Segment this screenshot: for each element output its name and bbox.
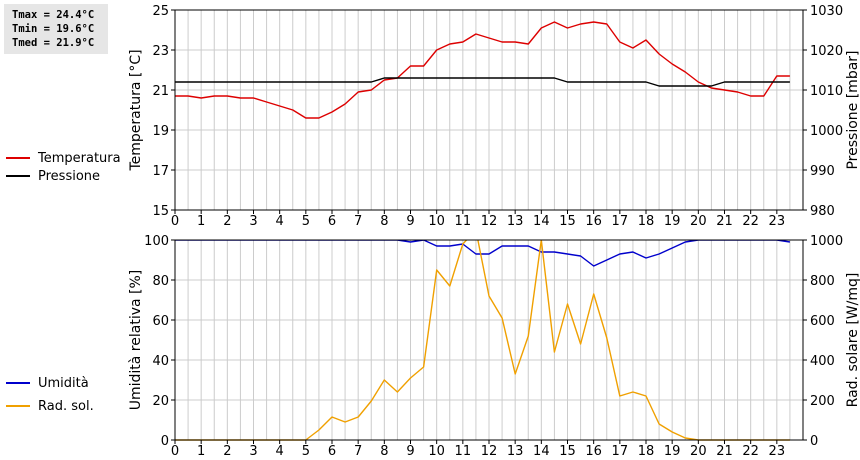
- panel-1-x-tick-label: 23: [769, 214, 786, 229]
- panel-1-x-tick-label: 7: [354, 214, 362, 229]
- panel-1-y2-tick-label: 980: [810, 204, 835, 219]
- panel-1-y-tick-label: 23: [152, 44, 169, 59]
- panel-2-x-tick-label: 1: [197, 444, 205, 459]
- panel-1-x-tick-label: 18: [638, 214, 655, 229]
- panel-2-x-tick-label: 6: [328, 444, 336, 459]
- panel-2-x-tick-label: 22: [742, 444, 759, 459]
- panel-2-y2-tick-label: 800: [810, 274, 835, 289]
- panel-2-x-tick-label: 20: [690, 444, 707, 459]
- panel-2-y2-tick-label: 400: [810, 354, 835, 369]
- panel-2-x-tick-label: 14: [533, 444, 550, 459]
- panel-2-x-tick-label: 10: [428, 444, 445, 459]
- series-line-rad-sol-: [175, 229, 790, 441]
- panel-2-x-tick-label: 21: [716, 444, 733, 459]
- panel-1-x-tick-label: 9: [406, 214, 414, 229]
- stats-box: Tmax = 24.4°C Tmin = 19.6°C Tmed = 21.9°…: [4, 4, 108, 54]
- panel-2-y2-tick-label: 0: [810, 434, 818, 449]
- panel-1-x-tick-label: 17: [612, 214, 629, 229]
- tmed-text: Tmed = 21.9°C: [12, 37, 95, 49]
- panel-1-x-tick-label: 16: [585, 214, 602, 229]
- panel-2-x-tick-label: 23: [769, 444, 786, 459]
- panel-1-x-tick-label: 12: [481, 214, 498, 229]
- panel-1-x-tick-label: 10: [428, 214, 445, 229]
- panel-1-x-tick-label: 5: [302, 214, 310, 229]
- panel-1-x-tick-label: 8: [380, 214, 388, 229]
- panel-2-x-tick-label: 11: [455, 444, 472, 459]
- panel-1-x-tick-label: 1: [197, 214, 205, 229]
- panel-1-x-tick-label: 20: [690, 214, 707, 229]
- panel-2-x-tick-label: 13: [507, 444, 524, 459]
- panel-2-x-tick-label: 2: [223, 444, 231, 459]
- panel-1-y-tick-label: 25: [152, 4, 169, 19]
- panel-1-x-tick-label: 14: [533, 214, 550, 229]
- panel-1-y2-tick-label: 990: [810, 164, 835, 179]
- panel-2-y-axis-label: Umidità relativa [%]: [128, 270, 144, 411]
- panel-1-x-tick-label: 2: [223, 214, 231, 229]
- panel-2-x-tick-label: 3: [249, 444, 257, 459]
- legend-label-4: Rad. sol.: [38, 399, 94, 414]
- panel-1-x-tick-label: 11: [455, 214, 472, 229]
- panel-2-x-tick-label: 7: [354, 444, 362, 459]
- panel-1-y-axis-label: Temperatura [°C]: [128, 49, 144, 171]
- panel-2-y2-tick-label: 200: [810, 394, 835, 409]
- panel-2-y2-tick-label: 600: [810, 314, 835, 329]
- panel-1-top-mask: [175, 0, 803, 10]
- panel-2-x-tick-label: 4: [276, 444, 284, 459]
- series-line-pressione: [175, 77, 790, 87]
- panel-2-y-tick-label: 0: [161, 434, 169, 449]
- panel-1-y2-tick-label: 1000: [810, 124, 843, 139]
- panel-1-x-tick-label: 0: [171, 214, 179, 229]
- tmin-text: Tmin = 19.6°C: [12, 23, 95, 35]
- panel-2-x-tick-label: 0: [171, 444, 179, 459]
- panel-2-x-tick-label: 19: [664, 444, 681, 459]
- panel-1-y2-tick-label: 1030: [810, 4, 843, 19]
- panel-2-x-tick-label: 17: [612, 444, 629, 459]
- panel-1-x-tick-label: 6: [328, 214, 336, 229]
- panel-2-y-tick-label: 20: [152, 394, 169, 409]
- panel-2-x-tick-label: 12: [481, 444, 498, 459]
- panel-2-y-tick-label: 80: [152, 274, 169, 289]
- panel-1-x-tick-label: 22: [742, 214, 759, 229]
- panel-1-y-tick-label: 15: [152, 204, 169, 219]
- panel-2-y-tick-label: 40: [152, 354, 169, 369]
- panel-1-y-tick-label: 21: [152, 84, 169, 99]
- panel-2-x-tick-label: 16: [585, 444, 602, 459]
- panel-1-x-tick-label: 15: [559, 214, 576, 229]
- panel-1-x-tick-label: 3: [249, 214, 257, 229]
- panel-2-y-tick-label: 60: [152, 314, 169, 329]
- panel-1-x-tick-label: 19: [664, 214, 681, 229]
- panel-2-y-tick-label: 100: [144, 234, 169, 249]
- panel-1-y-tick-label: 17: [152, 164, 169, 179]
- legend-label-3: Umidità: [38, 376, 89, 391]
- panel-1-y2-axis-label: Pressione [mbar]: [845, 50, 860, 169]
- panel-1-y2-tick-label: 1020: [810, 44, 843, 59]
- panel-2-x-tick-label: 18: [638, 444, 655, 459]
- legend-label-1: Temperatura: [37, 151, 121, 166]
- panel-2-top-mask: [175, 228, 803, 240]
- series-line-temperatura: [175, 21, 790, 119]
- panel-1-y2-tick-label: 1010: [810, 84, 843, 99]
- panel-2-x-tick-label: 8: [380, 444, 388, 459]
- panel-2-x-tick-label: 15: [559, 444, 576, 459]
- panel-2-x-tick-label: 5: [302, 444, 310, 459]
- legend-label-2: Pressione: [38, 169, 100, 184]
- tmax-text: Tmax = 24.4°C: [12, 9, 95, 21]
- panel-1-x-tick-label: 4: [276, 214, 284, 229]
- panel-1-x-tick-label: 13: [507, 214, 524, 229]
- panel-2-y2-axis-label: Rad. solare [W/mq]: [845, 273, 860, 408]
- panel-2-x-tick-label: 9: [406, 444, 414, 459]
- panel-1-x-tick-label: 21: [716, 214, 733, 229]
- panel-2-y2-tick-label: 1000: [810, 234, 843, 249]
- panel-1-y-tick-label: 19: [152, 124, 169, 139]
